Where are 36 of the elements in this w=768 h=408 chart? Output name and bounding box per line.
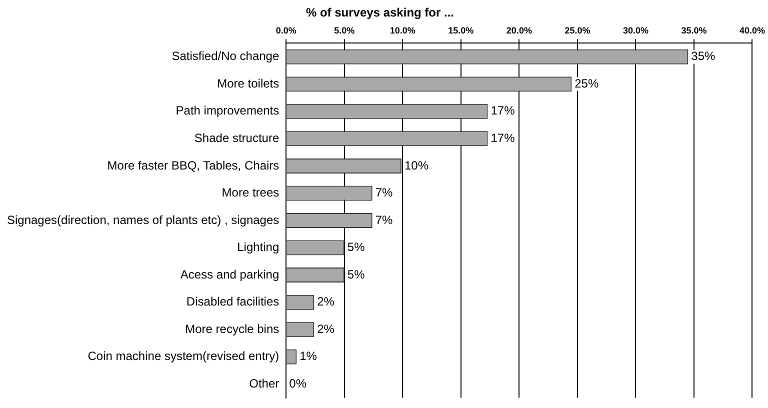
data-label: 25% — [574, 76, 599, 90]
x-tick-label: 0.0% — [276, 25, 296, 36]
y-tick-label: More recycle bins — [185, 322, 280, 336]
data-label: 7% — [375, 186, 394, 200]
y-tick-label: Signages(direction, names of plants etc) , signages — [6, 212, 280, 227]
y-tick-label: More toilets — [217, 76, 280, 90]
x-tick-label: 15.0% — [448, 25, 474, 36]
x-tick-label: 20.0% — [506, 25, 532, 36]
x-tick-label: 40.0% — [739, 25, 766, 36]
y-tick-label: Disabled facilities — [186, 294, 280, 309]
y-tick-label: Shade structure — [194, 130, 280, 145]
data-label: 5% — [347, 240, 366, 254]
data-label: 5% — [347, 267, 366, 282]
y-tick-label: Other — [249, 376, 280, 390]
data-label: 35% — [691, 49, 716, 64]
y-tick-label: Path improvements — [176, 104, 280, 118]
data-label: 17% — [490, 104, 516, 118]
data-label: 10% — [404, 158, 429, 172]
x-tick-label: 30.0% — [622, 25, 648, 36]
data-label: 1% — [300, 349, 318, 364]
y-tick-label: Coin machine system(revised entry) — [88, 349, 280, 364]
x-tick-label: 35.0% — [681, 25, 707, 36]
y-tick-label: Satisfied/No change — [172, 49, 280, 64]
data-label: 2% — [317, 294, 335, 309]
chart-title: % of surveys asking for ... — [306, 6, 454, 20]
y-tick-label: Acess and parking — [180, 267, 280, 282]
x-tick-label: 25.0% — [564, 25, 590, 36]
y-tick-label: Lighting — [237, 240, 280, 254]
data-label: 2% — [317, 322, 335, 336]
data-label: 7% — [375, 212, 394, 227]
x-tick-label: 5.0% — [334, 25, 355, 36]
data-label: 0% — [289, 376, 307, 390]
x-tick-label: 10.0% — [390, 25, 416, 36]
data-label: 17% — [490, 130, 516, 145]
y-tick-label: More faster BBQ, Tables, Chairs — [107, 158, 280, 172]
y-tick-label: More trees — [222, 186, 280, 200]
